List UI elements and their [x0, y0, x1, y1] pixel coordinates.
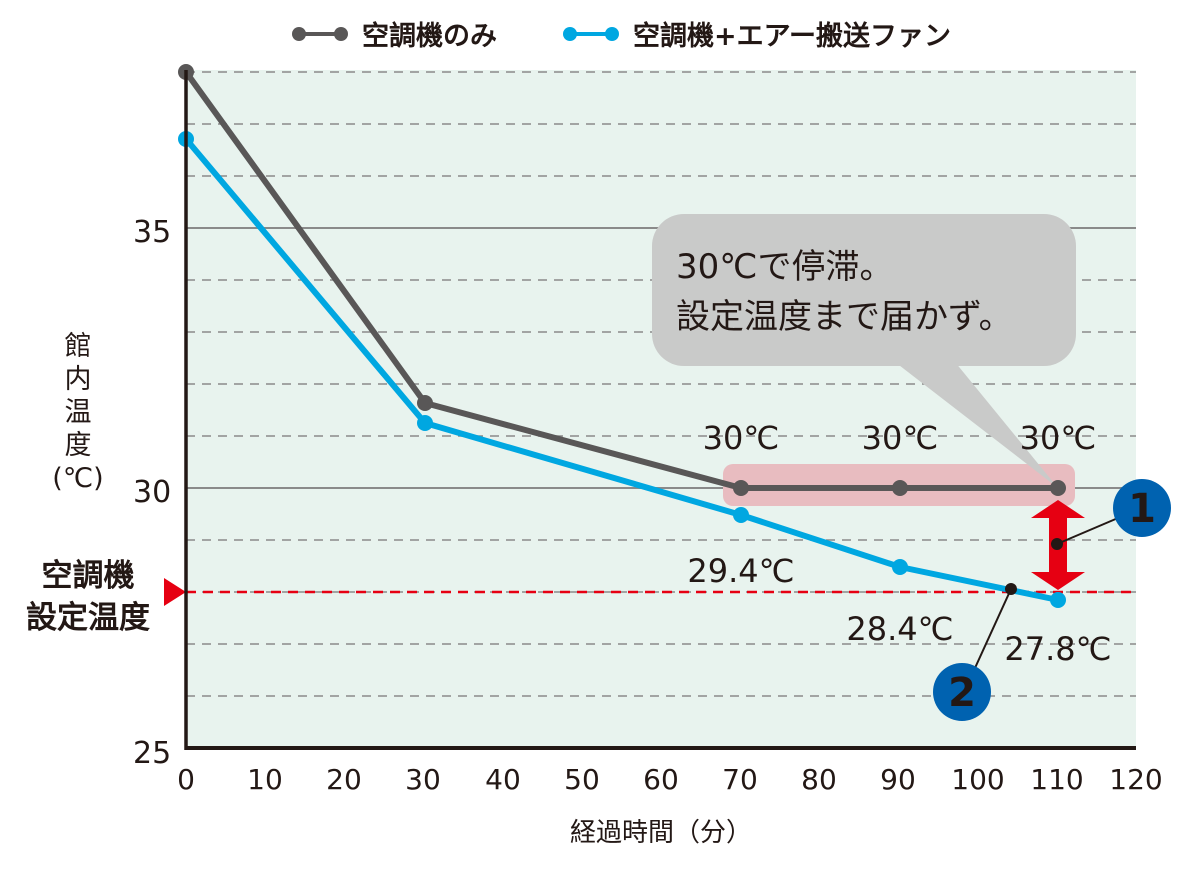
- callout-text: 30℃で停滞。 設定温度まで届かず。: [676, 242, 1013, 342]
- label-gray-90: 30℃: [862, 419, 939, 457]
- badge-1: 1: [1113, 479, 1171, 537]
- legend-label-aircon-fan: 空調機+エアー搬送ファン: [633, 21, 952, 52]
- callout-bubble: [652, 214, 1076, 366]
- x-tick-80: 80: [801, 763, 837, 796]
- setpoint-marker-icon: [164, 578, 186, 606]
- x-tick-110: 110: [1030, 763, 1083, 796]
- y-tick-30: 30: [133, 475, 171, 510]
- stagnation-callout: 30℃で停滞。 設定温度まで届かず。: [652, 214, 1076, 366]
- callout-line-1: 30℃で停滞。: [676, 247, 894, 287]
- y-axis-title: 館 内 温 度 (℃): [48, 330, 108, 495]
- y-tick-25: 25: [133, 736, 171, 771]
- x-tick-100: 100: [951, 763, 1004, 796]
- plot-background: [186, 70, 1136, 748]
- x-tick-90: 90: [880, 763, 916, 796]
- legend-blue-line-icon: [563, 26, 619, 41]
- callout-tail: [895, 362, 1058, 488]
- x-axis-title: 経過時間（分）: [569, 818, 752, 848]
- x-tick-20: 20: [326, 763, 362, 796]
- series-aircon-fan-points: [178, 131, 1066, 608]
- legend-item-aircon-fan: 空調機+エアー搬送ファン: [563, 14, 951, 53]
- callout-line-2: 設定温度まで届かず。: [676, 297, 1013, 337]
- badge-2: 2: [933, 663, 991, 721]
- y-title-char-4: 度: [64, 430, 92, 461]
- y-tick-35: 35: [133, 215, 171, 250]
- x-tick-70: 70: [722, 763, 758, 796]
- label-gray-110: 30℃: [1020, 419, 1097, 457]
- badge-1-label: 1: [1128, 486, 1156, 532]
- x-tick-120: 120: [1109, 763, 1162, 796]
- y-title-char-1: 館: [64, 331, 92, 362]
- y-tick-labels: 25 30 35: [133, 215, 171, 771]
- setpoint-label-line-2: 設定温度: [26, 600, 150, 636]
- label-blue-90: 28.4℃: [846, 610, 953, 648]
- x-tick-60: 60: [643, 763, 679, 796]
- legend: 空調機のみ 空調機+エアー搬送ファン: [292, 14, 1017, 53]
- badge-leaders: [974, 517, 1119, 669]
- y-title-char-3: 温: [64, 397, 92, 428]
- legend-label-aircon-only: 空調機のみ: [362, 21, 497, 52]
- badge-2-label: 2: [948, 670, 976, 716]
- data-labels: 30℃ 30℃ 30℃ 29.4℃ 28.4℃ 27.8℃: [687, 419, 1111, 668]
- setpoint-label: 空調機 設定温度: [18, 555, 158, 639]
- x-tick-40: 40: [485, 763, 521, 796]
- label-blue-110: 27.8℃: [1004, 630, 1111, 668]
- y-title-char-2: 内: [64, 364, 92, 395]
- label-gray-70: 30℃: [703, 419, 780, 457]
- x-tick-30: 30: [405, 763, 441, 796]
- setpoint-label-line-1: 空調機: [41, 558, 135, 594]
- x-tick-50: 50: [564, 763, 600, 796]
- x-tick-10: 10: [247, 763, 283, 796]
- legend-item-aircon-only: 空調機のみ: [292, 14, 497, 53]
- y-title-unit: (℃): [52, 463, 104, 494]
- x-tick-0: 0: [177, 763, 195, 796]
- x-tick-labels: 0 10 20 30 40 50 60 70 80 90 100 110 120: [177, 763, 1163, 796]
- label-blue-70: 29.4℃: [687, 552, 794, 590]
- legend-gray-line-icon: [292, 26, 348, 41]
